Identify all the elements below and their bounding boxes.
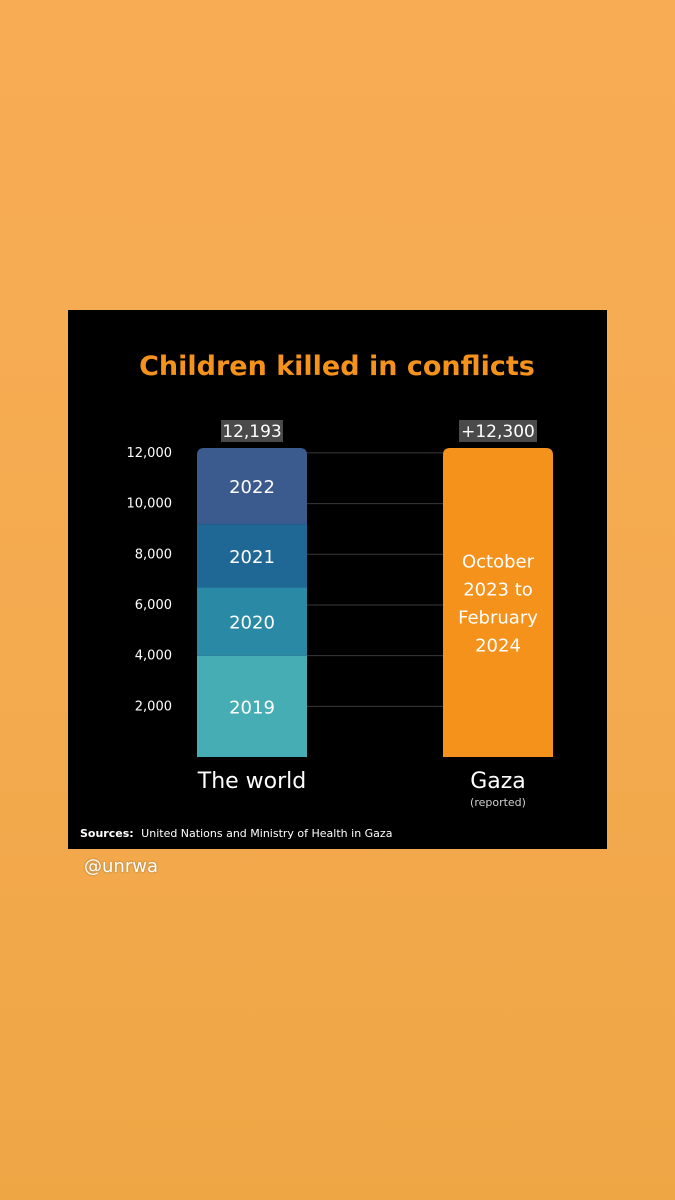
category-label: The world (197, 769, 307, 794)
total-label-box (221, 420, 283, 442)
social-handle: @unrwa (84, 856, 158, 877)
y-tick-label: 2,000 (135, 699, 172, 714)
total-label-box (459, 420, 537, 442)
bar-segment (443, 448, 553, 757)
chart-svg: Children killed in conflicts 2,000 4,000 6… (80, 351, 553, 840)
chart-title: Children killed in conflicts (139, 351, 535, 382)
bar-segment (197, 524, 307, 588)
y-tick-label: 10,000 (127, 497, 173, 512)
segment-label: 2024 (475, 636, 521, 657)
category-sublabel: (reported) (470, 796, 526, 809)
segment-label: 2023 to (463, 580, 533, 601)
category-label: Gaza (470, 769, 526, 794)
bar-segment (197, 587, 307, 656)
y-tick-label: 8,000 (135, 547, 172, 562)
bar-gaza: October 2023 to February 2024 +12,300 (443, 420, 553, 757)
bar-segment (197, 655, 307, 757)
y-tick-label: 12,000 (127, 446, 173, 461)
total-label: +12,300 (461, 422, 535, 442)
chart-card: Children killed in conflicts 2,000 4,000 6… (68, 310, 607, 849)
total-label: 12,193 (222, 422, 281, 442)
segment-label: February (458, 608, 538, 629)
y-tick-label: 4,000 (135, 649, 172, 664)
segment-label: 2022 (229, 477, 275, 498)
bar-segment (197, 448, 307, 525)
source-prefix: Sources: (80, 827, 134, 840)
segment-label: October (462, 552, 535, 573)
bars: 2019 2020 2021 2022 12,193 October 2023 to Febr… (197, 420, 553, 757)
segment-label: 2021 (229, 547, 275, 568)
x-axis: The world Gaza (reported) (197, 769, 526, 809)
segment-label: 2020 (229, 613, 275, 634)
y-axis: 2,000 4,000 6,000 8,000 10,000 12,000 (127, 446, 173, 714)
segment-label: 2019 (229, 697, 275, 718)
source-text: United Nations and Ministry of Health in… (141, 827, 392, 840)
bar-the-world: 2019 2020 2021 2022 12,193 (197, 420, 307, 757)
y-tick-label: 6,000 (135, 598, 172, 613)
source-note: Sources: United Nations and Ministry of … (80, 827, 392, 840)
